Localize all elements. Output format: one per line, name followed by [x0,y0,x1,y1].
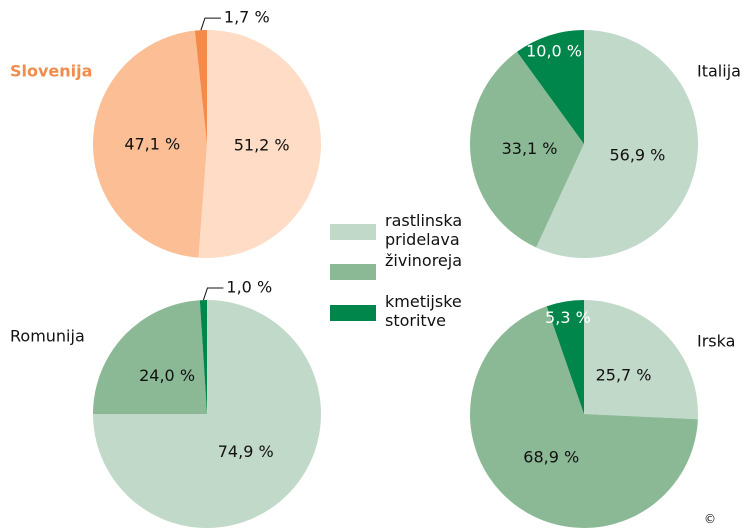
value-label: 1,7 % [224,8,270,27]
pie-slice [199,300,207,414]
pie-slice [470,51,584,248]
pie-slice [516,29,584,144]
pie-slice [546,300,584,414]
pie-title: Irska [697,332,735,351]
pie-title: Romunija [10,327,85,346]
leader-line [200,17,221,31]
value-label: 25,7 % [596,366,652,385]
leader-line [202,287,224,301]
value-label: 51,2 % [234,136,290,155]
pie-slice [194,30,207,144]
pie-slice [584,300,699,420]
pie-title: Slovenija [10,62,92,81]
value-label: 56,9 % [609,145,665,164]
value-label: 74,9 % [218,442,274,461]
legend-swatch [330,264,376,280]
legend-swatch [330,305,376,321]
value-label: 68,9 % [523,447,579,466]
legend-swatch [330,224,376,240]
legend-label: kmetijske storitve [385,292,462,330]
value-label: 24,0 % [139,366,195,385]
pie-slice [92,30,207,258]
value-label: 33,1 % [502,139,558,158]
pie-slice [93,300,321,528]
legend-label: rastlinska pridelava [385,211,463,249]
pie-slice [536,30,698,258]
pie-slice [92,300,207,415]
pie-slice [198,30,321,258]
value-label: 5,3 % [545,308,591,327]
source: © SURS [704,512,716,526]
value-label: 1,0 % [226,278,272,297]
pie-title: Italija [697,62,741,81]
value-label: 47,1 % [124,134,180,153]
legend-label: živinoreja [385,251,463,270]
value-label: 10,0 % [526,41,582,60]
pie-slice [470,306,698,528]
